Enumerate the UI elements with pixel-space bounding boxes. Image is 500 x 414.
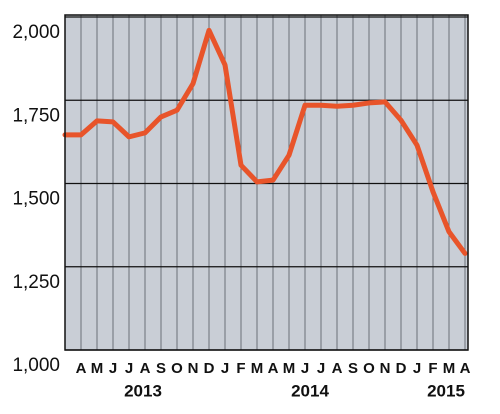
plot-border <box>64 14 469 351</box>
year-label: 2013 <box>124 381 162 400</box>
x-tick-label: O <box>363 360 375 377</box>
x-tick-label: A <box>140 360 151 377</box>
lines <box>62 27 468 256</box>
y-tick-label: 1,500 <box>12 189 60 210</box>
x-tick-label: N <box>380 360 391 377</box>
x-tick-label: O <box>171 360 183 377</box>
x-tick-label: F <box>236 360 245 377</box>
x-tick-label: A <box>268 360 279 377</box>
x-tick-label: M <box>251 360 264 377</box>
x-tick-label: J <box>301 360 309 377</box>
y-tick-label: 1,750 <box>12 105 60 126</box>
x-tick-label: S <box>348 360 358 377</box>
year-label: 2015 <box>427 381 465 400</box>
x-tick-label: M <box>443 360 456 377</box>
x-tick-label: J <box>221 360 229 377</box>
x-tick-label: M <box>283 360 296 377</box>
x-tick-label: M <box>91 360 104 377</box>
line-series <box>62 27 468 256</box>
x-tick-label: A <box>460 360 471 377</box>
x-tick-label: J <box>317 360 325 377</box>
x-tick-label: J <box>125 360 133 377</box>
x-tick-label: D <box>396 360 407 377</box>
x-tick-label: J <box>109 360 117 377</box>
y-tick-label: 1,000 <box>12 355 60 376</box>
y-tick-label: 2,000 <box>12 22 60 43</box>
year-label: 2014 <box>291 381 329 400</box>
x-tick-label: S <box>156 360 166 377</box>
x-tick-label: A <box>332 360 343 377</box>
y-tick-label: 1,250 <box>12 272 60 293</box>
x-tick-label: N <box>188 360 199 377</box>
x-tick-label: D <box>204 360 215 377</box>
x-tick-label: F <box>428 360 437 377</box>
x-tick-label: J <box>413 360 421 377</box>
x-tick-label: A <box>76 360 87 377</box>
